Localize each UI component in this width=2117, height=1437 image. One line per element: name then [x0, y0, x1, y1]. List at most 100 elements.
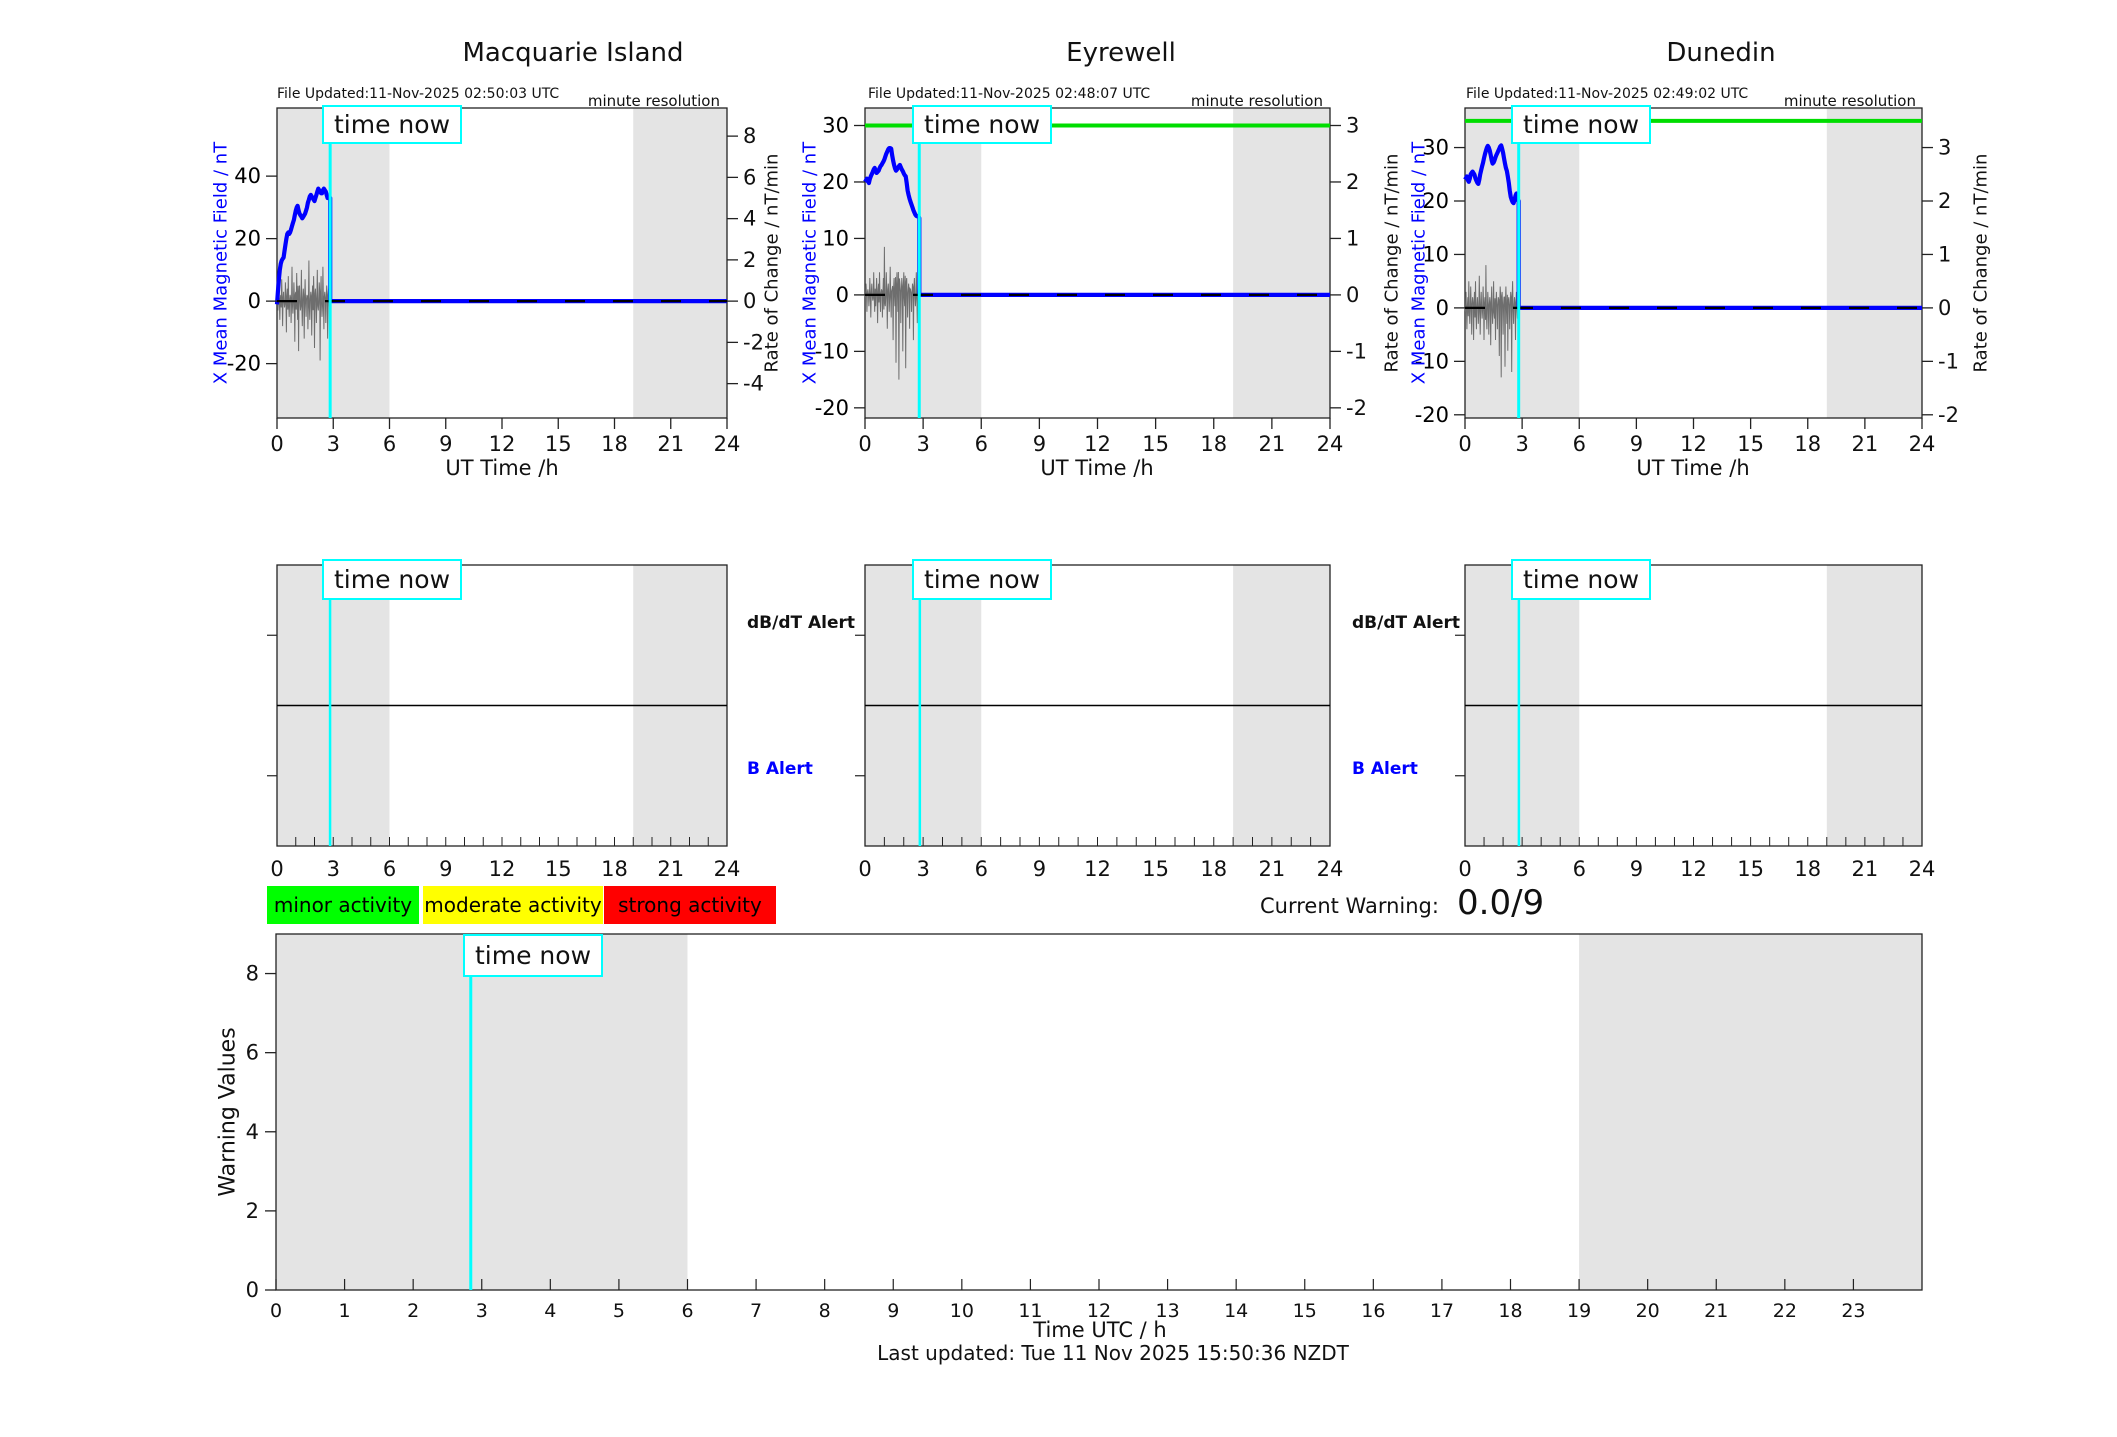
x-tick-label: 2	[407, 1300, 419, 1322]
y-tick-label: 0	[1436, 296, 1449, 320]
right-tick-label: 1	[1346, 226, 1359, 250]
right-tick-label: -4	[743, 372, 764, 396]
x-tick-label: 8	[819, 1300, 831, 1322]
x-tick-label: 9	[887, 1300, 899, 1322]
right-tick-label: 4	[743, 207, 756, 231]
time-now-box-macquarie: time now	[322, 105, 463, 144]
y-tick-label: 10	[1422, 242, 1449, 266]
x-tick-label: 21	[1852, 857, 1879, 881]
y-tick-label: 20	[822, 170, 849, 194]
right-axis-label-macquarie: Rate of Change / nT/min	[761, 153, 783, 373]
right-tick-label: 6	[743, 165, 756, 189]
time-now-box-alert-dunedin: time now	[1511, 559, 1652, 600]
y-tick-label: 30	[822, 114, 849, 138]
x-tick-label: 15	[1737, 432, 1764, 456]
right-axis-label-dunedin: Rate of Change / nT/min	[1970, 153, 1992, 373]
x-tick-label: 18	[1794, 857, 1821, 881]
right-tick-label: 2	[1938, 189, 1951, 213]
x-tick-label: 15	[545, 432, 572, 456]
right-tick-label: 8	[743, 124, 756, 148]
y-tick-label: 2	[246, 1199, 259, 1223]
y-tick-label: 30	[1422, 136, 1449, 160]
x-tick-label: 24	[714, 432, 741, 456]
file-updated-macquarie: File Updated:11-Nov-2025 02:50:03 UTC	[277, 86, 560, 102]
last-updated-text: Last updated: Tue 11 Nov 2025 15:50:36 N…	[877, 1341, 1349, 1365]
x-tick-label: 9	[1033, 857, 1046, 881]
y-tick-label: 8	[246, 962, 259, 986]
dbdt-alert-label-macquarie: dB/dT Alert	[747, 613, 856, 633]
right-tick-label: 0	[1346, 283, 1359, 307]
y-tick-label: 0	[246, 1278, 259, 1302]
y-tick-label: -10	[815, 339, 849, 363]
x-tick-label: 3	[1515, 857, 1528, 881]
resolution-note-macquarie: minute resolution	[587, 92, 720, 110]
x-tick-label: 12	[1084, 857, 1111, 881]
right-tick-label: 2	[1346, 170, 1359, 194]
x-tick-label: 5	[613, 1300, 625, 1322]
x-tick-label: 18	[601, 432, 628, 456]
x-tick-label: 3	[916, 857, 929, 881]
x-tick-label: 20	[1636, 1300, 1660, 1322]
x-tick-label: 18	[601, 857, 628, 881]
x-tick-label: 6	[383, 857, 396, 881]
right-tick-label: 0	[743, 289, 756, 313]
rate-of-change-trace	[1464, 265, 1519, 378]
x-tick-label: 11	[1018, 1300, 1042, 1322]
current-warning-value: 0.0/9	[1457, 883, 1545, 923]
shaded-night-band	[1465, 108, 1580, 418]
x-tick-label: 3	[327, 432, 340, 456]
time-now-box-warning: time now	[463, 934, 604, 977]
right-tick-label: -2	[1346, 396, 1367, 420]
x-tick-label: 0	[270, 432, 283, 456]
shaded-night-band	[1826, 108, 1922, 418]
x-tick-label: 15	[1142, 857, 1169, 881]
x-tick-label: 0	[270, 1300, 282, 1322]
x-tick-label: 15	[1293, 1300, 1317, 1322]
y-tick-label: 40	[234, 164, 261, 188]
x-tick-label: 6	[681, 1300, 693, 1322]
x-axis-label-eyrewell: UT Time /h	[1040, 456, 1154, 480]
x-tick-label: 6	[975, 857, 988, 881]
time-utc-axis-label: Time UTC / h	[1033, 1318, 1167, 1342]
y-tick-label: -20	[1415, 403, 1449, 427]
x-tick-label: 18	[1794, 432, 1821, 456]
magnetic-field-trace	[274, 186, 727, 305]
y-axis-label-dunedin: X Mean Magnetic Field / nT	[1408, 141, 1430, 385]
y-tick-label: 0	[248, 289, 261, 313]
x-tick-label: 12	[1087, 1300, 1111, 1322]
shaded-night-band	[277, 108, 390, 418]
x-tick-label: 14	[1224, 1300, 1248, 1322]
x-tick-label: 12	[1680, 857, 1707, 881]
right-tick-label: -2	[1938, 403, 1959, 427]
x-tick-label: 17	[1430, 1300, 1454, 1322]
current-warning-label: Current Warning:	[1260, 894, 1439, 918]
x-tick-label: 15	[545, 857, 572, 881]
x-tick-label: 9	[1033, 432, 1046, 456]
rate-of-change-trace	[864, 246, 920, 380]
file-updated-dunedin: File Updated:11-Nov-2025 02:49:02 UTC	[1466, 86, 1749, 102]
x-tick-label: 12	[1084, 432, 1111, 456]
y-tick-label: 6	[246, 1041, 259, 1065]
legend-strong-activity: strong activity	[604, 886, 776, 924]
dbdt-alert-label-eyrewell: dB/dT Alert	[1352, 613, 1461, 633]
warning-values-axis-label: Warning Values	[215, 1027, 241, 1197]
x-tick-label: 0	[1458, 857, 1471, 881]
x-tick-label: 24	[1317, 857, 1344, 881]
station-title-eyrewell: Eyrewell	[1066, 38, 1176, 68]
station-title-dunedin: Dunedin	[1666, 38, 1776, 68]
magnetic-field-trace	[1463, 143, 1922, 310]
station-title-macquarie: Macquarie Island	[462, 38, 684, 68]
x-tick-label: 18	[1200, 432, 1227, 456]
x-tick-label: 12	[489, 432, 516, 456]
x-tick-label: 0	[270, 857, 283, 881]
x-tick-label: 0	[858, 857, 871, 881]
x-tick-label: 24	[1909, 432, 1936, 456]
right-tick-label: 3	[1938, 136, 1951, 160]
y-tick-label: -20	[227, 352, 261, 376]
file-updated-eyrewell: File Updated:11-Nov-2025 02:48:07 UTC	[868, 86, 1151, 102]
x-tick-label: 15	[1142, 432, 1169, 456]
x-tick-label: 16	[1361, 1300, 1385, 1322]
x-tick-label: 9	[439, 857, 452, 881]
x-tick-label: 1	[339, 1300, 351, 1322]
